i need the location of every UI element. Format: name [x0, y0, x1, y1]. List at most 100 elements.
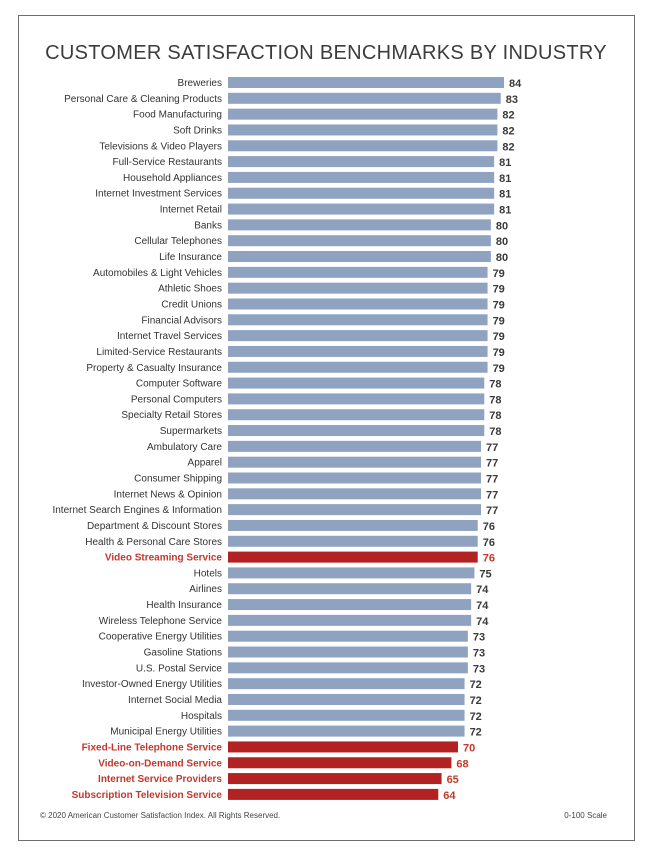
bar-automobiles-light-vehicles [228, 266, 488, 278]
bar-video-streaming-service [228, 551, 478, 563]
value-label-internet-travel-services: 79 [493, 331, 505, 343]
category-label-limited-service-restaurants: Limited-Service Restaurants [96, 347, 222, 358]
category-label-internet-retail: Internet Retail [160, 205, 222, 216]
bar-health-insurance [228, 599, 472, 611]
value-label-health-personal-care-stores: 76 [483, 537, 495, 549]
category-label-life-insurance: Life Insurance [159, 252, 222, 263]
category-label-televisions-video-players: Televisions & Video Players [99, 141, 222, 152]
bar-cooperative-energy-utilities [228, 630, 468, 642]
bar-athletic-shoes [228, 282, 488, 294]
bar-limited-service-restaurants [228, 345, 488, 357]
category-label-internet-news-opinion: Internet News & Opinion [114, 489, 222, 500]
bar-health-personal-care-stores [228, 535, 478, 547]
category-label-internet-travel-services: Internet Travel Services [117, 331, 222, 342]
bar-department-discount-stores [228, 519, 478, 531]
category-label-internet-service-providers: Internet Service Providers [98, 774, 222, 785]
value-label-u-s-postal-service: 73 [473, 663, 485, 675]
bar-ambulatory-care [228, 440, 481, 452]
bar-investor-owned-energy-utilities [228, 678, 465, 690]
value-label-breweries: 84 [509, 78, 522, 90]
bar-financial-advisors [228, 314, 488, 326]
category-label-cellular-telephones: Cellular Telephones [134, 236, 222, 247]
category-label-full-service-restaurants: Full-Service Restaurants [113, 157, 222, 168]
value-label-specialty-retail-stores: 78 [489, 410, 501, 422]
value-label-athletic-shoes: 79 [493, 284, 505, 296]
category-label-gasoline-stations: Gasoline Stations [144, 648, 222, 659]
bar-internet-service-providers [228, 773, 442, 785]
category-label-video-streaming-service: Video Streaming Service [105, 553, 223, 564]
bar-subscription-television-service [228, 788, 439, 800]
category-label-video-on-demand-service: Video-on-Demand Service [98, 758, 222, 769]
category-label-internet-search-engines-information: Internet Search Engines & Information [52, 505, 222, 516]
category-label-wireless-telephone-service: Wireless Telephone Service [99, 616, 223, 627]
category-label-property-casualty-insurance: Property & Casualty Insurance [86, 363, 222, 374]
bar-life-insurance [228, 251, 491, 263]
value-label-banks: 80 [496, 220, 508, 232]
value-label-hospitals: 72 [470, 711, 482, 723]
bar-internet-travel-services [228, 330, 488, 342]
value-label-personal-care-cleaning-products: 83 [506, 94, 518, 106]
bar-soft-drinks [228, 124, 498, 136]
value-label-life-insurance: 80 [496, 252, 508, 264]
category-label-athletic-shoes: Athletic Shoes [158, 284, 222, 295]
category-label-banks: Banks [194, 220, 222, 231]
category-label-soft-drinks: Soft Drinks [173, 125, 222, 136]
category-label-subscription-television-service: Subscription Television Service [72, 790, 223, 801]
value-label-limited-service-restaurants: 79 [493, 347, 505, 359]
bar-personal-care-cleaning-products [228, 92, 501, 104]
bar-internet-news-opinion [228, 488, 481, 500]
value-label-credit-unions: 79 [493, 299, 505, 311]
value-label-computer-software: 78 [489, 379, 501, 391]
category-label-supermarkets: Supermarkets [160, 426, 222, 437]
value-label-personal-computers: 78 [489, 394, 501, 406]
value-label-internet-retail: 81 [499, 205, 511, 217]
bar-supermarkets [228, 425, 485, 437]
category-label-hotels: Hotels [194, 568, 222, 579]
bar-internet-search-engines-information [228, 504, 481, 516]
value-label-full-service-restaurants: 81 [499, 157, 511, 169]
value-label-internet-social-media: 72 [470, 695, 482, 707]
value-label-video-on-demand-service: 68 [456, 758, 468, 770]
value-label-apparel: 77 [486, 458, 498, 470]
bar-internet-social-media [228, 693, 465, 705]
value-label-gasoline-stations: 73 [473, 648, 485, 660]
value-label-food-manufacturing: 82 [502, 110, 514, 122]
value-label-automobiles-light-vehicles: 79 [493, 268, 505, 280]
bar-specialty-retail-stores [228, 409, 485, 421]
bar-household-appliances [228, 171, 495, 183]
bar-cellular-telephones [228, 235, 491, 247]
category-label-computer-software: Computer Software [136, 379, 223, 390]
value-label-property-casualty-insurance: 79 [493, 363, 505, 375]
value-label-fixed-line-telephone-service: 70 [463, 742, 475, 754]
value-label-televisions-video-players: 82 [502, 141, 514, 153]
value-label-household-appliances: 81 [499, 173, 511, 185]
category-label-investor-owned-energy-utilities: Investor-Owned Energy Utilities [82, 679, 222, 690]
scale-note: 0-100 Scale [564, 811, 607, 820]
category-label-household-appliances: Household Appliances [123, 173, 222, 184]
bar-wireless-telephone-service [228, 614, 472, 626]
bar-gasoline-stations [228, 646, 468, 658]
category-label-ambulatory-care: Ambulatory Care [147, 442, 222, 453]
value-label-internet-news-opinion: 77 [486, 489, 498, 501]
bar-computer-software [228, 377, 485, 389]
bar-airlines [228, 583, 472, 595]
category-label-automobiles-light-vehicles: Automobiles & Light Vehicles [93, 268, 222, 279]
category-label-internet-social-media: Internet Social Media [128, 695, 222, 706]
category-label-u-s-postal-service: U.S. Postal Service [136, 663, 223, 674]
bar-u-s-postal-service [228, 662, 468, 674]
category-label-specialty-retail-stores: Specialty Retail Stores [121, 410, 222, 421]
value-label-health-insurance: 74 [476, 600, 489, 612]
value-label-municipal-energy-utilities: 72 [470, 727, 482, 739]
value-label-video-streaming-service: 76 [483, 553, 495, 565]
bar-municipal-energy-utilities [228, 725, 465, 737]
category-label-department-discount-stores: Department & Discount Stores [87, 521, 222, 532]
value-label-airlines: 74 [476, 584, 489, 596]
value-label-department-discount-stores: 76 [483, 521, 495, 533]
category-label-health-insurance: Health Insurance [146, 600, 222, 611]
copyright-note: © 2020 American Customer Satisfaction In… [40, 811, 281, 820]
bar-banks [228, 219, 491, 231]
value-label-internet-search-engines-information: 77 [486, 505, 498, 517]
category-label-apparel: Apparel [188, 458, 222, 469]
bar-property-casualty-insurance [228, 361, 488, 373]
